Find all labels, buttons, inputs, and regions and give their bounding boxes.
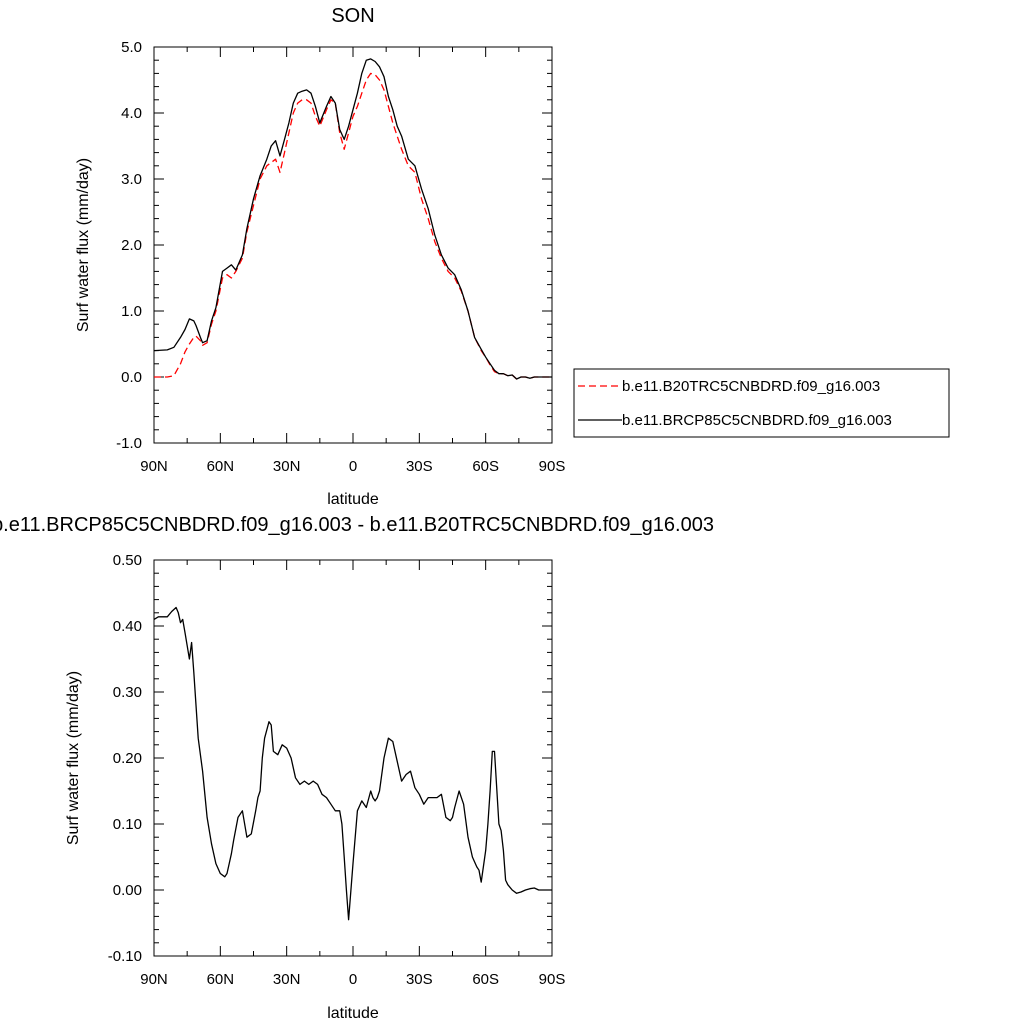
x-tick-label: 30S [406, 971, 433, 988]
y-tick-label: 0.0 [121, 369, 142, 386]
chart-top-title: SON [331, 5, 374, 27]
y-tick-label: 0.10 [113, 816, 142, 833]
chart-bottom-title: b.e11.BRCP85C5CNBDRD.f09_g16.003 - b.e11… [0, 514, 714, 536]
x-tick-label: 90S [539, 458, 566, 475]
x-tick-label: 30N [273, 971, 301, 988]
x-tick-label: 60S [472, 458, 499, 475]
y-tick-label: 0.50 [113, 552, 142, 569]
y-tick-label: 1.0 [121, 303, 142, 320]
chart-bottom-x-axis-title: latitude [327, 1005, 379, 1022]
x-tick-label: 0 [349, 458, 357, 475]
y-tick-label: 3.0 [121, 171, 142, 188]
chart-bottom-x-axis: 90N 60N 30N 0 30S 60S 90S [140, 560, 565, 988]
chart-top-x-axis: 90N 60N 30N 0 30S 60S 90S [140, 47, 565, 475]
x-tick-label: 0 [349, 971, 357, 988]
bottom-series-line-0 [153, 606, 552, 921]
chart-top-y-axis-title: Surf water flux (mm/day) [75, 158, 92, 332]
chart-bottom-y-axis: -0.10 0.00 0.10 0.20 0.30 0.40 0.50 [108, 552, 552, 965]
x-tick-label: 30N [273, 458, 301, 475]
top-series-line-0 [154, 72, 552, 380]
chart-bottom-y-axis-title: Surf water flux (mm/day) [65, 671, 82, 845]
x-tick-label: 90N [140, 971, 168, 988]
x-tick-label: 90S [539, 971, 566, 988]
chart-top-x-axis-title: latitude [327, 491, 379, 508]
chart-top: SON 90N 60N 30N 0 30S 60S 90S -1.0 0.0 1.0 2.0 3.0… [75, 5, 950, 508]
y-tick-label: 0.40 [113, 618, 142, 635]
y-tick-label: 0.00 [113, 882, 142, 899]
y-tick-label: -1.0 [116, 435, 142, 452]
y-tick-label: -0.10 [108, 948, 142, 965]
chart-top-frame [153, 46, 553, 444]
chart-bottom-series [153, 606, 552, 921]
x-tick-label: 60S [472, 971, 499, 988]
y-tick-label: 0.30 [113, 684, 142, 701]
top-series-line-1 [153, 58, 552, 380]
legend-box [573, 368, 950, 438]
chart-bottom: b.e11.BRCP85C5CNBDRD.f09_g16.003 - b.e11… [0, 514, 714, 1022]
legend-label-rcp85: b.e11.BRCP85C5CNBDRD.f09_g16.003 [622, 412, 892, 429]
x-tick-label: 90N [140, 458, 168, 475]
y-tick-label: 2.0 [121, 237, 142, 254]
x-tick-label: 60N [207, 971, 235, 988]
chart-top-series [153, 58, 552, 380]
chart-top-y-axis: -1.0 0.0 1.0 2.0 3.0 4.0 5.0 [116, 39, 552, 452]
legend: b.e11.B20TRC5CNBDRD.f09_g16.003 b.e11.BR… [573, 368, 950, 438]
y-tick-label: 5.0 [121, 39, 142, 56]
x-tick-label: 30S [406, 458, 433, 475]
legend-label-historical: b.e11.B20TRC5CNBDRD.f09_g16.003 [622, 378, 880, 395]
y-tick-label: 4.0 [121, 105, 142, 122]
x-tick-label: 60N [207, 458, 235, 475]
y-tick-label: 0.20 [113, 750, 142, 767]
